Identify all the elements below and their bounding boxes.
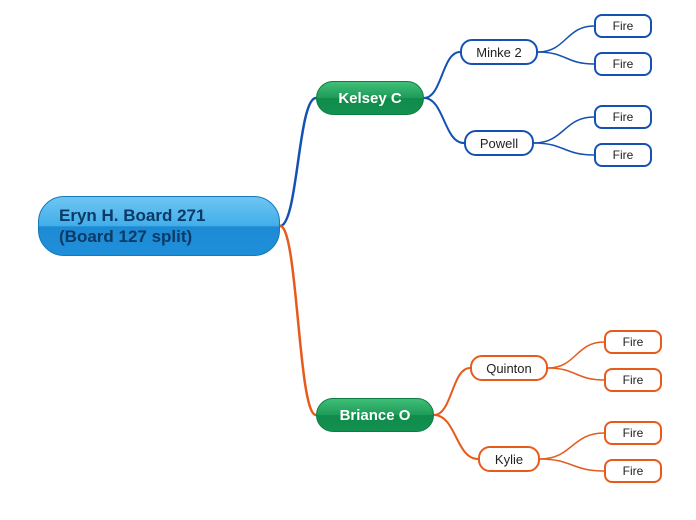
leaf-fire: Fire (594, 105, 652, 129)
root-node: Eryn H. Board 271 (Board 127 split) (38, 196, 280, 256)
branch-label: Kelsey C (338, 90, 401, 107)
leaf-label: Fire (613, 19, 634, 33)
child-label: Powell (480, 136, 518, 151)
leaf-fire: Fire (604, 368, 662, 392)
leaf-label: Fire (613, 148, 634, 162)
leaf-fire: Fire (594, 143, 652, 167)
branch-briance: Briance O (316, 398, 434, 432)
leaf-label: Fire (623, 335, 644, 349)
child-label: Minke 2 (476, 45, 522, 60)
child-label: Kylie (495, 452, 523, 467)
leaf-fire: Fire (604, 330, 662, 354)
leaf-label: Fire (613, 57, 634, 71)
leaf-label: Fire (623, 464, 644, 478)
leaf-fire: Fire (604, 421, 662, 445)
edge-layer (0, 0, 696, 520)
leaf-label: Fire (623, 426, 644, 440)
mindmap-stage: { "type": "mindmap-tree", "background_co… (0, 0, 696, 520)
branch-kelsey: Kelsey C (316, 81, 424, 115)
leaf-fire: Fire (594, 14, 652, 38)
leaf-fire: Fire (594, 52, 652, 76)
leaf-label: Fire (623, 373, 644, 387)
child-kylie: Kylie (478, 446, 540, 472)
leaf-label: Fire (613, 110, 634, 124)
child-quinton: Quinton (470, 355, 548, 381)
child-minke2: Minke 2 (460, 39, 538, 65)
child-label: Quinton (486, 361, 532, 376)
leaf-fire: Fire (604, 459, 662, 483)
branch-label: Briance O (340, 407, 411, 424)
root-label: Eryn H. Board 271 (Board 127 split) (59, 205, 259, 248)
child-powell: Powell (464, 130, 534, 156)
